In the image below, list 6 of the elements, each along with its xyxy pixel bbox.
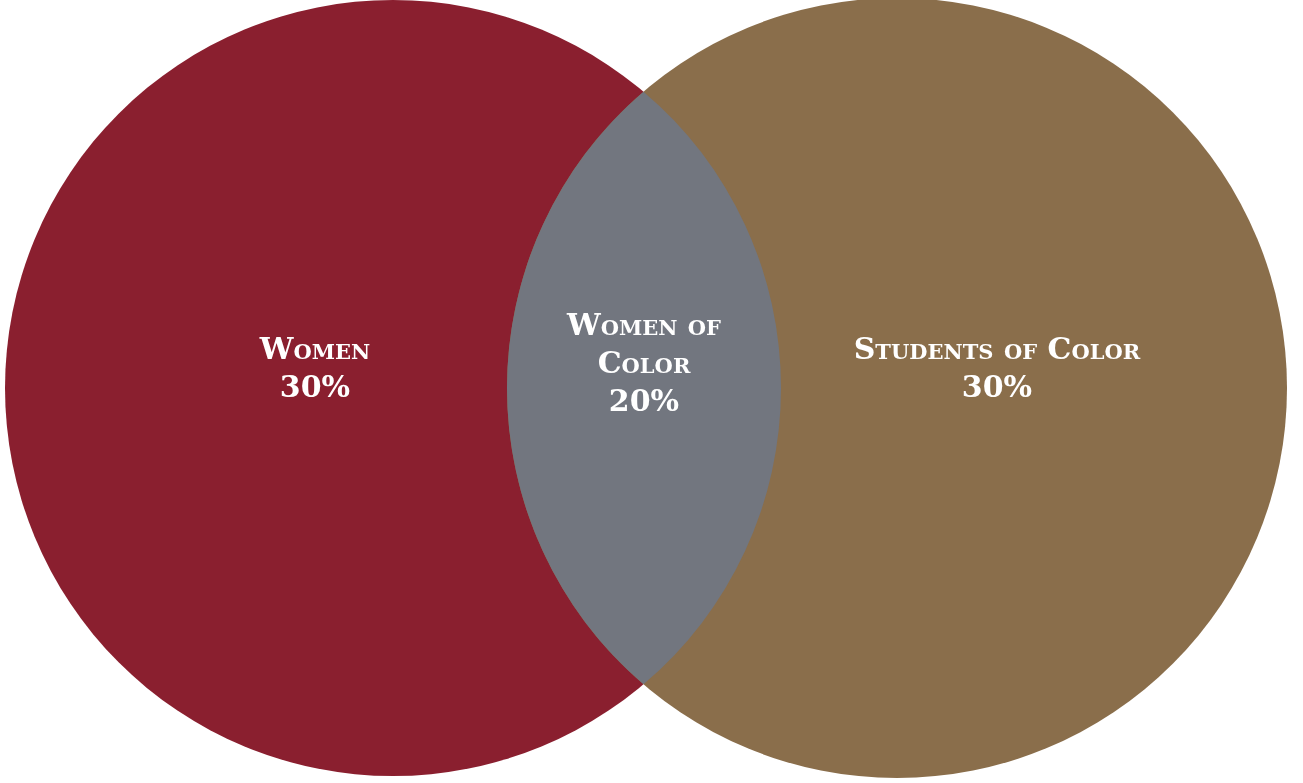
category-label: Students of Color bbox=[852, 330, 1142, 368]
data-label: 30% bbox=[960, 368, 1034, 406]
category-label: Women of Color bbox=[565, 306, 723, 382]
category-label: Women bbox=[258, 330, 372, 368]
data-label: 30% bbox=[278, 368, 352, 406]
data-label: 20% bbox=[607, 382, 681, 420]
